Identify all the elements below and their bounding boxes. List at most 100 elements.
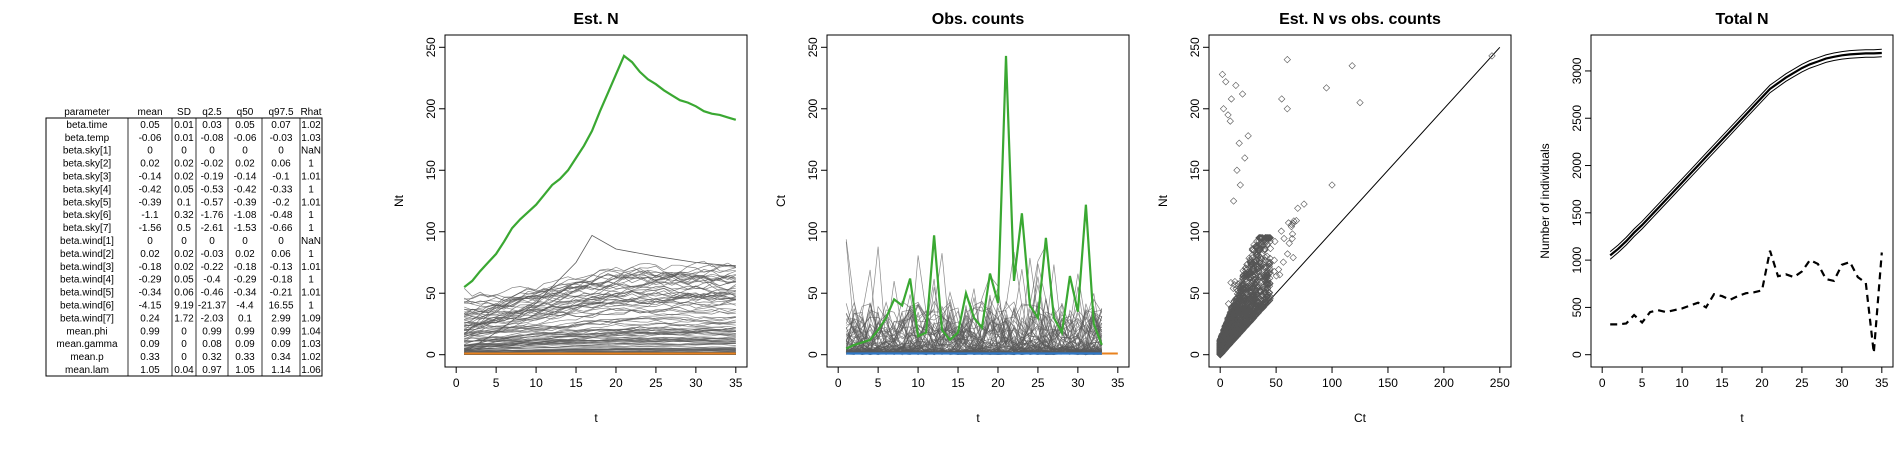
table-cell: beta.wind[7] (60, 313, 114, 324)
site-series-line (464, 306, 736, 329)
x-tick-label: 150 (1378, 376, 1398, 390)
table-cell: 0.09 (235, 339, 255, 350)
scatter-point (1234, 287, 1242, 295)
table-cell: beta.wind[3] (60, 262, 114, 273)
table-cell: mean.gamma (56, 339, 118, 350)
summary-table: parameter mean SD q2.5 q50 q97.5 Rhat beta.time… (45, 107, 323, 377)
scatter-point (1238, 90, 1247, 98)
scatter-point (1263, 269, 1271, 277)
scatter-point (1222, 324, 1230, 332)
table-cell: 0.34 (271, 352, 291, 363)
scatter-point (1249, 284, 1257, 292)
scatter-point (1322, 84, 1331, 92)
x-tick-label: 5 (1639, 376, 1646, 390)
scatter-point (1262, 285, 1270, 294)
table-cell: 0.02 (140, 249, 160, 260)
x-tick-label: 30 (689, 376, 703, 390)
y-tick-label: 200 (1188, 98, 1202, 118)
table-cell: -0.34 (139, 288, 162, 299)
y-axis-label: Number of individuals (1538, 143, 1552, 258)
table-cell: 1.05 (235, 365, 255, 376)
y-axis-label: Ct (774, 194, 788, 207)
scatter-point (1235, 139, 1243, 147)
chart-title: Obs. counts (932, 11, 1025, 28)
scatter-point (1256, 259, 1264, 267)
site-series-line (464, 324, 736, 339)
x-tick-label: 5 (493, 376, 500, 390)
scatter-point (1227, 312, 1236, 321)
site-series-line (464, 337, 736, 346)
scatter-point (1227, 95, 1235, 103)
table-cell: -0.48 (270, 210, 293, 221)
table-cell: 1.01 (301, 172, 321, 183)
scatter-point (1247, 268, 1255, 277)
table-cell: 1.72 (174, 313, 194, 324)
site-series-line (464, 339, 736, 350)
scatter-point (1258, 234, 1266, 242)
scatter-point (1233, 326, 1241, 335)
total-n-mean-line (1609, 51, 1882, 257)
table-cell: 0.99 (202, 326, 222, 337)
table-cell: 0 (242, 146, 248, 157)
y-tick-label: 200 (806, 98, 820, 118)
scatter-point (1241, 154, 1249, 162)
site-series-line (464, 348, 736, 352)
table-cell: mean.lam (65, 365, 109, 376)
chart-panels: Est. N0 5 10 15 20 25 30 35050100150200250tNtOb… (392, 11, 1894, 425)
chart-title: Est. N (573, 11, 618, 28)
table-cell: beta.time (66, 120, 108, 131)
table-cell: -0.57 (201, 197, 224, 208)
table-cell: 0.1 (238, 313, 252, 324)
scatter-point (1250, 291, 1258, 299)
table-cell: -0.34 (234, 288, 257, 299)
scatter-point (1219, 336, 1227, 344)
table-cell: 0.01 (174, 133, 194, 144)
scatter-point (1253, 263, 1261, 271)
table-cell: 0.06 (174, 288, 194, 299)
x-axis-label: t (976, 411, 980, 425)
table-cell: 0.1 (177, 197, 191, 208)
scatter-point (1217, 337, 1225, 345)
y-tick-label: 3000 (1570, 57, 1584, 84)
scatter-point (1289, 253, 1297, 262)
site-lines (845, 55, 1118, 356)
scatter-point (1221, 344, 1230, 353)
scatter-point (1239, 312, 1247, 320)
scatter-point (1232, 81, 1240, 90)
table-cell: 1 (308, 301, 314, 312)
scatter-point (1233, 330, 1241, 338)
table-cell: -4.15 (139, 301, 162, 312)
table-cell: -1.76 (201, 210, 224, 221)
site-series-line (464, 299, 736, 326)
table-cell: -0.21 (270, 288, 293, 299)
site-series-line (464, 260, 736, 307)
scatter-point (1263, 234, 1271, 242)
table-cell: 0 (278, 236, 284, 247)
scatter-point (1257, 305, 1265, 313)
site-series-line (464, 316, 736, 333)
table-cell: -1.1 (141, 210, 159, 221)
table-cell: 0.02 (174, 159, 194, 170)
scatter-point (1239, 274, 1247, 282)
scatter-point (1234, 306, 1242, 315)
table-header-1: mean (137, 107, 162, 118)
y-tick-label: 0 (424, 351, 438, 358)
plot-frame (826, 34, 1130, 368)
scatter-point (1266, 293, 1274, 301)
table-cell: 0.5 (177, 223, 191, 234)
table-cell: 1.01 (301, 262, 321, 273)
scatter-point (1285, 239, 1293, 247)
table-header-4: q50 (237, 107, 254, 118)
site-series-line (846, 342, 1102, 356)
y-tick-label: 200 (424, 98, 438, 118)
chart-title: Total N (1715, 11, 1768, 28)
table-cell: -0.18 (139, 262, 162, 273)
table-cell: -0.18 (270, 275, 293, 286)
site-series-line (464, 280, 736, 320)
scatter-point (1244, 305, 1253, 313)
scatter-point (1241, 275, 1249, 283)
scatter-point (1238, 325, 1246, 333)
scatter-point (1227, 339, 1235, 347)
y-tick-label: 1500 (1570, 199, 1584, 226)
x-axis-label: t (1740, 411, 1744, 425)
